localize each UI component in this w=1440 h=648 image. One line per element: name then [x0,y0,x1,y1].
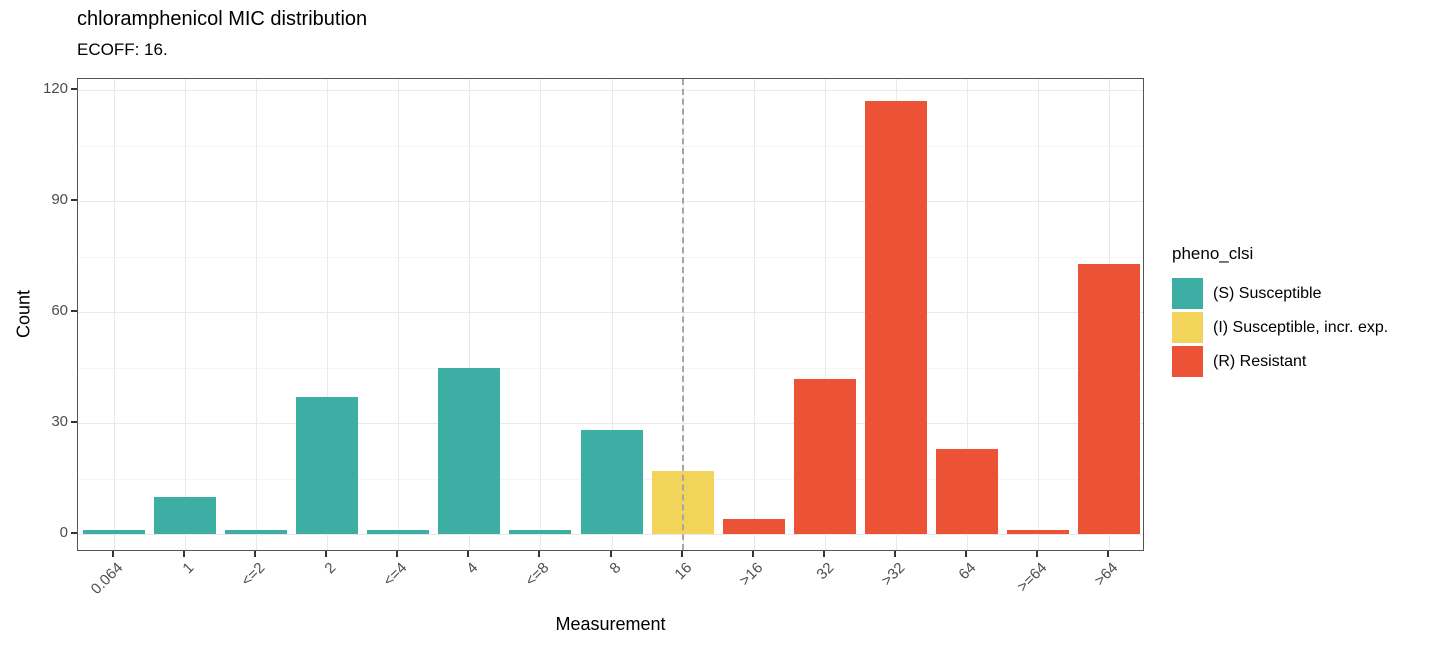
legend-item-label: (R) Resistant [1213,352,1307,370]
gridline-major [78,312,1143,313]
chart-title: chloramphenicol MIC distribution [77,8,368,30]
gridline-vertical [540,79,542,550]
x-axis-tick [182,551,185,557]
ecoff-reference-line [681,79,684,550]
gridline-minor [78,367,1143,369]
legend-item-susceptible-incr-exp: (I) Susceptible, incr. exp. [1172,312,1432,343]
gridline-major [78,201,1143,202]
x-axis-tick [751,551,754,557]
gridline-vertical [611,79,613,550]
bar-<=8 [509,530,572,534]
y-tick-label: 120 [42,80,68,97]
legend-item-susceptible: (S) Susceptible [1172,278,1432,309]
x-axis-tick [253,551,256,557]
x-axis-tick [965,551,968,557]
gridline-vertical [967,79,969,550]
y-tick-label: 0 [59,524,68,541]
plot-panel [77,78,1144,551]
bar-4 [438,367,501,534]
gridline-major [78,534,1143,535]
gridline-major [78,90,1143,91]
gridline-vertical [184,79,186,550]
bar-32 [793,378,856,534]
x-axis-tick [396,551,399,557]
x-axis-tick [609,551,612,557]
bar-1 [153,497,216,534]
x-axis-tick [822,551,825,557]
gridline-vertical [1038,79,1040,550]
bar-64 [936,448,999,534]
bar->=64 [1007,530,1070,534]
y-axis-tick [71,310,77,312]
resistant-swatch-icon [1172,346,1203,377]
x-axis-tick [1107,551,1110,557]
y-axis-tick [71,532,77,534]
gridline-vertical [753,79,755,550]
x-axis-tick [680,551,683,557]
legend-item-label: (S) Susceptible [1213,284,1322,302]
x-axis-tick [467,551,470,557]
bar-<=4 [367,530,430,534]
legend-item-label: (I) Susceptible, incr. exp. [1213,318,1389,336]
y-axis-tick [71,421,77,423]
x-axis-tick [894,551,897,557]
gridline-minor [78,145,1143,147]
x-axis-title: Measurement [555,614,666,634]
x-axis-tick [111,551,114,557]
bar->32 [865,101,928,534]
chart-subtitle: ECOFF: 16. [77,40,168,59]
bar-<=2 [224,530,287,534]
bar-2 [295,397,358,534]
y-tick-label: 60 [51,302,68,319]
gridline-minor [78,256,1143,258]
x-axis-tick [324,551,327,557]
gridline-vertical [469,79,471,550]
gridline-major [78,423,1143,424]
susceptible-incr-exp-swatch-icon [1172,312,1203,343]
y-axis-tick [71,88,77,90]
gridline-vertical [255,79,257,550]
x-axis-tick [538,551,541,557]
bar-0.064 [82,530,145,534]
bar->16 [722,519,785,534]
bar->64 [1078,263,1141,534]
bar-8 [580,430,643,534]
susceptible-swatch-icon [1172,278,1203,309]
y-axis-tick [71,199,77,201]
gridline-vertical [398,79,400,550]
gridline-vertical [326,79,328,550]
gridline-vertical [824,79,826,550]
legend-title: pheno_clsi [1172,244,1254,263]
y-tick-label: 30 [51,413,68,430]
gridline-vertical [113,79,115,550]
legend: pheno_clsi (S) Susceptible (I) Susceptib… [1172,244,1432,380]
legend-item-resistant: (R) Resistant [1172,346,1432,377]
x-axis-tick [1036,551,1039,557]
y-tick-label: 90 [51,191,68,208]
